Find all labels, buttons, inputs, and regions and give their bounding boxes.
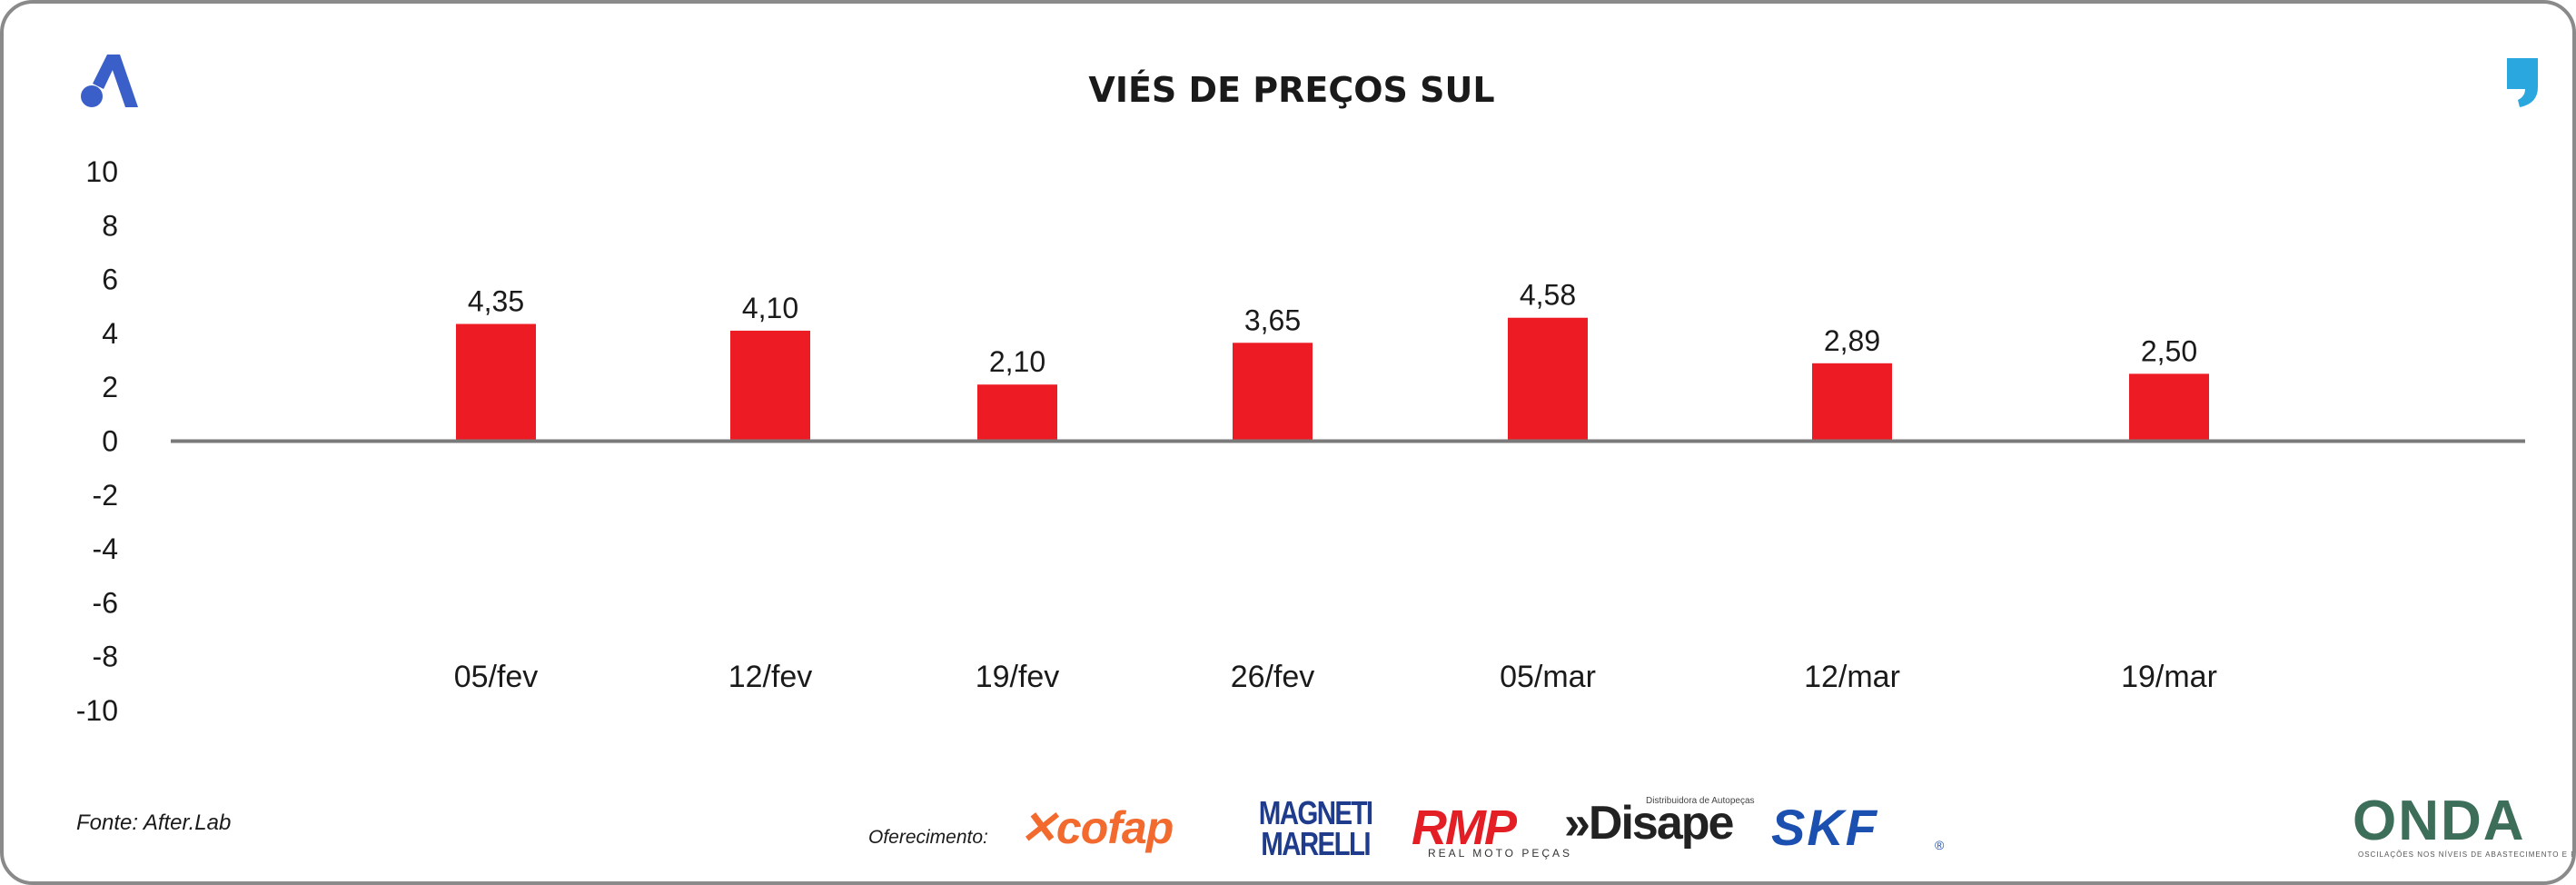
magneti-marelli-logo: MAGNETI MARELLI <box>1258 794 1373 862</box>
quote-mark-icon <box>2507 58 2538 107</box>
disape-logo: »Disape <box>1564 797 1734 850</box>
y-tick-label: 8 <box>102 209 118 242</box>
cofap-mark-icon: ✕ <box>1019 802 1057 853</box>
y-tick-label: -8 <box>93 641 118 673</box>
x-axis-ticks: 05/fev 12/fev 19/fev 26/fev 05/mar 12/mar 19/m… <box>454 660 2217 694</box>
bar-value-label: 2,89 <box>1824 324 1880 357</box>
bar <box>1508 317 1588 442</box>
x-tick-label: 12/mar <box>1804 660 1900 694</box>
bar-value-label: 4,35 <box>468 285 524 318</box>
bar <box>977 384 1057 442</box>
y-tick-label: 0 <box>102 425 118 458</box>
sponsor-label: Oferecimento: <box>868 827 988 848</box>
y-tick-label: 6 <box>102 264 118 296</box>
bar-value-label: 4,10 <box>742 292 798 324</box>
y-axis-ticks: 10 8 6 4 2 0 -2 -4 -6 -8 -10 <box>76 155 118 727</box>
cofap-logo: ✕cofap <box>1019 801 1174 854</box>
onda-logo-subtitle: OSCILAÇÕES NOS NÍVEIS DE ABASTECIMENTO E… <box>2358 850 2576 859</box>
bar-value-label: 2,10 <box>989 345 1045 378</box>
y-tick-label: -10 <box>76 694 118 727</box>
bar <box>1812 363 1892 442</box>
rmp-logo-subtitle: REAL MOTO PEÇAS <box>1428 847 1573 860</box>
cofap-logo-text: cofap <box>1055 802 1174 853</box>
a-brand-icon <box>81 55 138 107</box>
bar <box>1233 343 1313 442</box>
bar-value-label: 4,58 <box>1520 279 1576 312</box>
x-tick-label: 19/mar <box>2121 660 2217 694</box>
bar <box>2129 373 2209 442</box>
data-labels-group: 4,35 4,10 2,10 3,65 4,58 2,89 2,50 <box>468 279 2197 379</box>
y-tick-label: 10 <box>85 155 118 188</box>
y-tick-label: 2 <box>102 371 118 403</box>
skf-logo: SKF <box>1771 799 1878 856</box>
onda-logo: ONDA <box>2353 790 2526 852</box>
y-tick-label: -2 <box>93 479 118 512</box>
x-tick-label: 12/fev <box>728 660 813 694</box>
x-tick-label: 19/fev <box>976 660 1060 694</box>
bar <box>456 323 536 442</box>
bar-value-label: 3,65 <box>1244 303 1301 336</box>
x-tick-label: 05/fev <box>454 660 539 694</box>
rmp-logo: RMP <box>1412 800 1517 855</box>
source-note: Fonte: After.Lab <box>76 810 232 835</box>
x-tick-label: 26/fev <box>1231 660 1315 694</box>
disape-logo-subtitle: Distribuidora de Autopeças <box>1646 796 1755 806</box>
y-tick-label: -4 <box>93 532 118 565</box>
x-tick-label: 05/mar <box>1500 660 1596 694</box>
skf-registered-mark: ® <box>1935 838 1945 852</box>
bar <box>730 330 810 442</box>
bar-chart: VIÉS DE PREÇOS SUL 10 8 6 4 2 0 -2 -4 -6 -8 -10 4,… <box>76 70 2525 727</box>
y-tick-label: 4 <box>102 317 118 350</box>
y-tick-label: -6 <box>93 586 118 619</box>
chart-title: VIÉS DE PREÇOS SUL <box>1088 70 1494 110</box>
bar-value-label: 2,50 <box>2141 334 2197 367</box>
bars-group <box>456 317 2209 442</box>
